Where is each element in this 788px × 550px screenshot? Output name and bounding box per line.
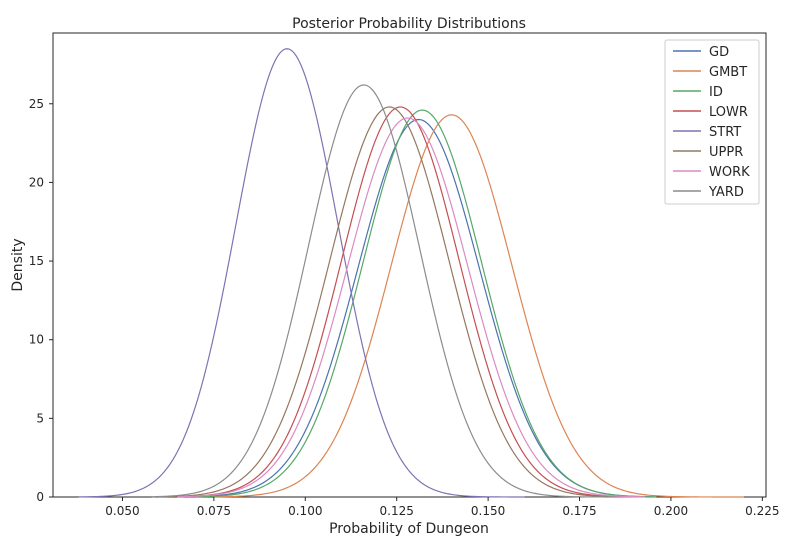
x-tick-label: 0.150 (471, 504, 505, 518)
density-curve-yard (151, 84, 617, 498)
x-tick-label: 0.225 (745, 504, 779, 518)
legend-label-lowr: LOWR (709, 105, 748, 120)
x-axis-ticks: 0.050 0.075 0.100 0.125 0.150 0.175 0.200 0.225 (105, 497, 780, 518)
y-tick-label: 0 (36, 490, 44, 504)
y-axis-ticks: 0 5 10 15 20 25 (29, 97, 53, 504)
legend-label-gd: GD (709, 45, 729, 60)
density-curve-id (195, 109, 657, 498)
density-curve-gmbt (213, 114, 745, 498)
legend-label-uppr: UPPR (709, 145, 743, 160)
legend-label-work: WORK (709, 165, 750, 180)
x-axis-label: Probability of Dungeon (329, 521, 489, 537)
density-curve-lowr (177, 106, 642, 498)
plot-area (52, 32, 767, 498)
density-curve-strt (78, 48, 525, 498)
legend: GD GMBT ID LOWR STRT UPPR WORK YARD (664, 39, 760, 205)
x-tick-label: 0.075 (197, 504, 231, 518)
legend-box (664, 39, 760, 205)
y-tick-label: 10 (29, 333, 44, 347)
density-curve-gd (188, 118, 653, 498)
x-tick-label: 0.100 (288, 504, 322, 518)
x-tick-label: 0.175 (562, 504, 596, 518)
density-curves (78, 48, 745, 498)
chart-title: Posterior Probability Distributions (292, 16, 526, 32)
y-axis-label: Density (10, 238, 26, 291)
legend-label-id: ID (709, 85, 723, 100)
y-tick-label: 15 (29, 254, 44, 268)
density-curve-uppr (159, 106, 635, 498)
x-tick-label: 0.050 (105, 504, 139, 518)
legend-label-gmbt: GMBT (709, 65, 747, 80)
y-tick-label: 20 (29, 175, 44, 189)
density-curve-work (177, 117, 646, 498)
legend-label-yard: YARD (708, 185, 744, 200)
legend-label-strt: STRT (709, 125, 741, 140)
x-tick-label: 0.200 (654, 504, 688, 518)
y-tick-label: 25 (29, 97, 44, 111)
x-tick-label: 0.125 (380, 504, 414, 518)
y-tick-label: 5 (36, 411, 44, 425)
